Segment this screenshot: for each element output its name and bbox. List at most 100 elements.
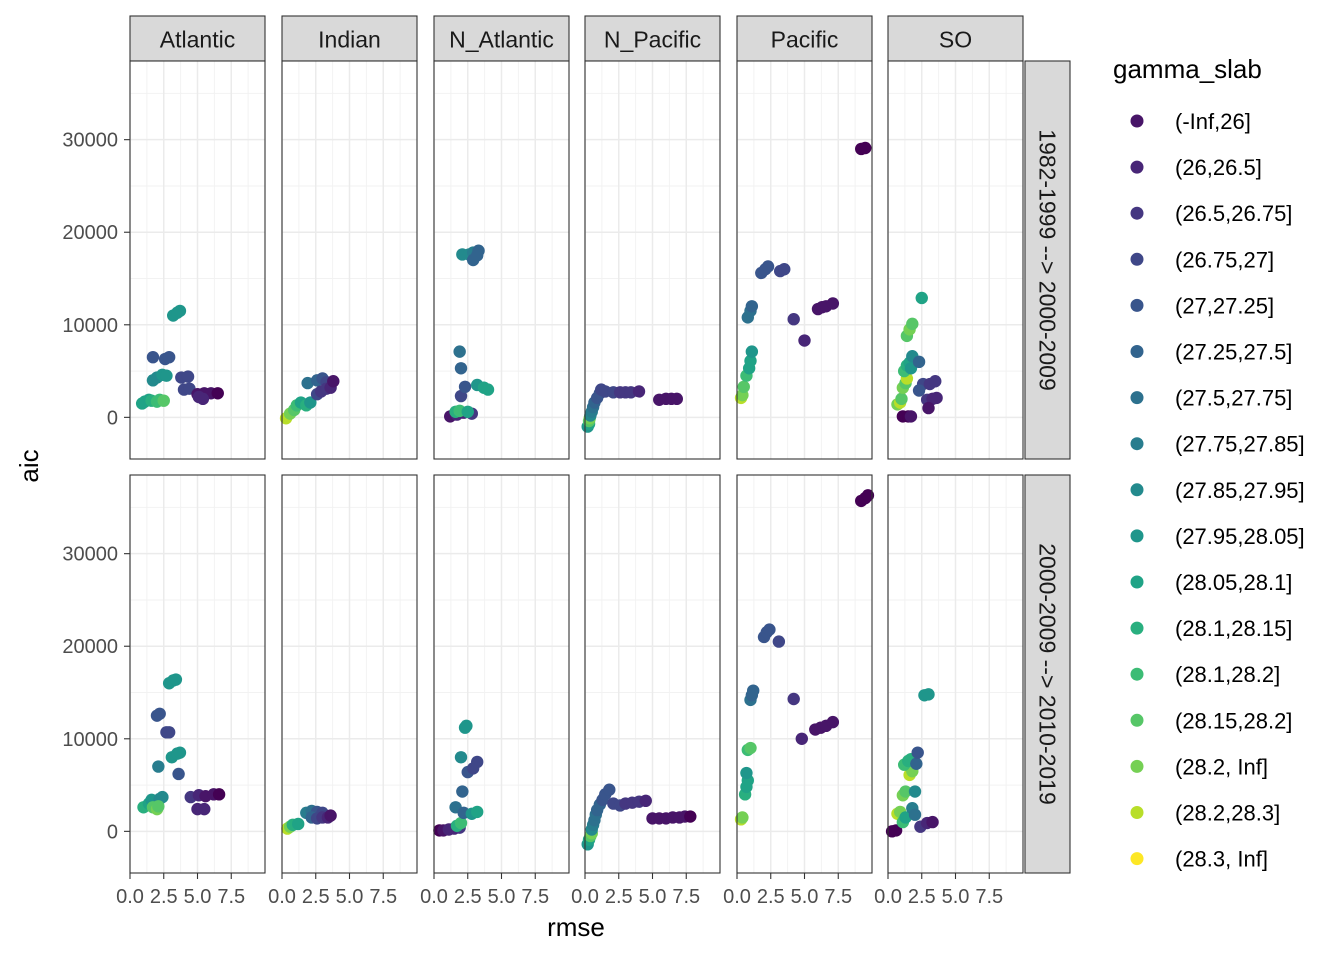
- data-point: [772, 635, 786, 648]
- data-point: [453, 345, 466, 358]
- x-tick-label: 0.0: [874, 886, 902, 908]
- points-pacific-row1: [734, 141, 872, 405]
- panels-layer: Atlantic Indian N_Atlantic N_Pacific Pacific…: [129, 15, 1071, 874]
- data-point: [795, 732, 808, 745]
- data-point: [471, 755, 484, 769]
- legend-label: (28.2,28.3]: [1175, 801, 1280, 826]
- points-so-row2: [885, 688, 939, 838]
- data-point: [922, 401, 935, 415]
- panel-border: [129, 60, 266, 460]
- data-point: [787, 692, 800, 706]
- y-tick-label: 10000: [62, 729, 118, 751]
- legend-key: [1130, 759, 1144, 773]
- data-point: [301, 376, 314, 390]
- legend-key: [1130, 252, 1144, 266]
- data-point: [304, 396, 317, 409]
- legend-key: [1130, 806, 1144, 819]
- x-tick-label: 5.0: [488, 886, 516, 908]
- data-point: [603, 783, 616, 796]
- data-point: [747, 684, 760, 697]
- data-point: [926, 815, 939, 829]
- data-point: [181, 370, 195, 383]
- data-point: [670, 392, 683, 406]
- x-tick-label: 2.5: [150, 886, 178, 908]
- x-axis: 0.0 2.5 5.0 7.5 0.0 2.5 5.0 7.5 0.0 2.5 5.0 7.5 0.0 2…: [116, 873, 1003, 908]
- legend: (-Inf,26] (26,26.5] (26.5,26.75] (26.75,27]…: [1130, 109, 1305, 872]
- data-point: [173, 746, 187, 759]
- legend-key: [1130, 114, 1144, 128]
- y-tick-label: 30000: [62, 544, 118, 566]
- data-point: [456, 785, 469, 798]
- data-point: [481, 383, 495, 396]
- x-tick-label: 2.5: [302, 886, 330, 908]
- panel-border: [736, 60, 873, 460]
- y-axis-title: aic: [14, 449, 44, 482]
- data-point: [826, 297, 840, 310]
- legend-item: (27.95,28.05]: [1130, 524, 1305, 549]
- legend-key: [1130, 529, 1144, 543]
- row-strip-label: 2000-2009 --> 2010-2019: [1035, 543, 1061, 805]
- panel-border: [281, 60, 418, 460]
- panel-n_pacific-row2: [584, 475, 720, 873]
- row-strip-1: [1024, 60, 1071, 460]
- facet-strip-label: Pacific: [771, 27, 839, 53]
- panel-n_pacific-row1: [584, 61, 720, 459]
- points-so-row1: [891, 291, 943, 423]
- data-point: [454, 389, 468, 403]
- points-n_pacific-row1: [581, 383, 683, 433]
- x-tick-label: 5.0: [942, 886, 970, 908]
- data-point: [172, 767, 185, 781]
- legend-item: (27.85,27.95]: [1130, 478, 1305, 503]
- facet-strip-indian: [281, 15, 418, 62]
- data-point: [911, 746, 924, 759]
- x-tick-label: 2.5: [454, 886, 482, 908]
- legend-key: [1130, 667, 1144, 681]
- data-point: [460, 719, 473, 733]
- x-tick-label: 7.5: [521, 886, 549, 908]
- legend-label: (27,27.25]: [1175, 293, 1274, 318]
- data-point: [912, 355, 926, 369]
- panel-indian-row2: [281, 475, 417, 873]
- legend-key: [1130, 575, 1144, 589]
- data-point: [904, 410, 918, 423]
- data-point: [778, 263, 791, 276]
- legend-label: (-Inf,26]: [1175, 109, 1251, 134]
- data-point: [152, 760, 165, 773]
- legend-label: (26.5,26.75]: [1175, 201, 1292, 226]
- legend-key: [1130, 621, 1144, 635]
- data-point: [929, 375, 942, 388]
- legend-item: (28.2, Inf]: [1130, 754, 1268, 779]
- x-tick-label: 0.0: [116, 886, 144, 908]
- data-point: [744, 741, 757, 755]
- legend-item: (26,26.5]: [1130, 155, 1262, 180]
- data-point: [173, 304, 187, 318]
- x-tick-label: 2.5: [757, 886, 785, 908]
- legend-item: (28.05,28.1]: [1130, 570, 1292, 595]
- panel-pacific-row1: [736, 61, 872, 459]
- data-point: [639, 794, 652, 808]
- row-strip-2: [1024, 474, 1071, 874]
- legend-key: [1130, 437, 1144, 451]
- facet-strip-label: Indian: [318, 27, 381, 53]
- data-point: [906, 317, 919, 331]
- data-point: [744, 354, 757, 368]
- facet-strip-atlantic: [129, 15, 266, 62]
- data-point: [461, 405, 474, 418]
- x-tick-label: 0.0: [723, 886, 751, 908]
- data-point: [798, 334, 811, 347]
- x-tick-label: 7.5: [217, 886, 245, 908]
- legend-item: (28.1,28.2]: [1130, 662, 1280, 687]
- points-atlantic-row2: [137, 673, 226, 816]
- legend-item: (27.75,27.85]: [1130, 432, 1305, 457]
- data-point: [162, 726, 176, 739]
- data-point: [899, 811, 912, 824]
- legend-label: (26,26.5]: [1175, 155, 1262, 180]
- y-tick-label: 20000: [62, 636, 118, 658]
- points-pacific-row2: [734, 489, 875, 826]
- panel-border: [584, 60, 721, 460]
- y-tick-label: 10000: [62, 315, 118, 337]
- x-tick-label: 0.0: [420, 886, 448, 908]
- data-point: [737, 380, 750, 394]
- data-point: [324, 809, 337, 822]
